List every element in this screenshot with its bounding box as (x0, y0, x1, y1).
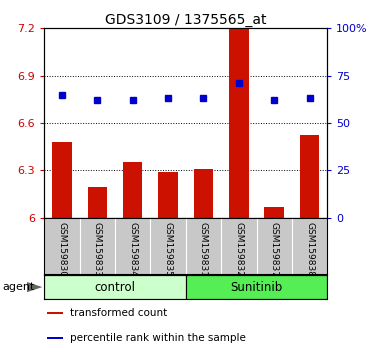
Bar (300, 135, 319, 218)
Text: GSM159833: GSM159833 (93, 222, 102, 277)
Bar (44, 275, 186, 299)
Bar (47, 312, 63, 314)
Bar (194, 169, 213, 218)
Text: GSM159835: GSM159835 (164, 222, 172, 277)
Polygon shape (27, 282, 42, 292)
Text: GSM159830: GSM159830 (57, 222, 67, 277)
Text: percentile rank within the sample: percentile rank within the sample (70, 333, 246, 343)
Text: GSM159838: GSM159838 (305, 222, 314, 277)
Text: agent: agent (2, 282, 34, 292)
Bar (186, 275, 327, 299)
Bar (123, 162, 142, 218)
Text: GSM159837: GSM159837 (270, 222, 279, 277)
Text: Sunitinib: Sunitinib (230, 281, 283, 293)
Text: transformed count: transformed count (70, 308, 167, 318)
Bar (158, 172, 178, 218)
Title: GDS3109 / 1375565_at: GDS3109 / 1375565_at (105, 13, 266, 27)
Bar (88, 187, 107, 218)
Bar (264, 207, 284, 218)
Text: GSM159831: GSM159831 (199, 222, 208, 277)
Text: GSM159834: GSM159834 (128, 222, 137, 277)
Text: control: control (95, 281, 136, 293)
Bar (229, 28, 249, 218)
Bar (47, 337, 63, 339)
Text: GSM159832: GSM159832 (234, 222, 243, 277)
Bar (52, 142, 72, 218)
